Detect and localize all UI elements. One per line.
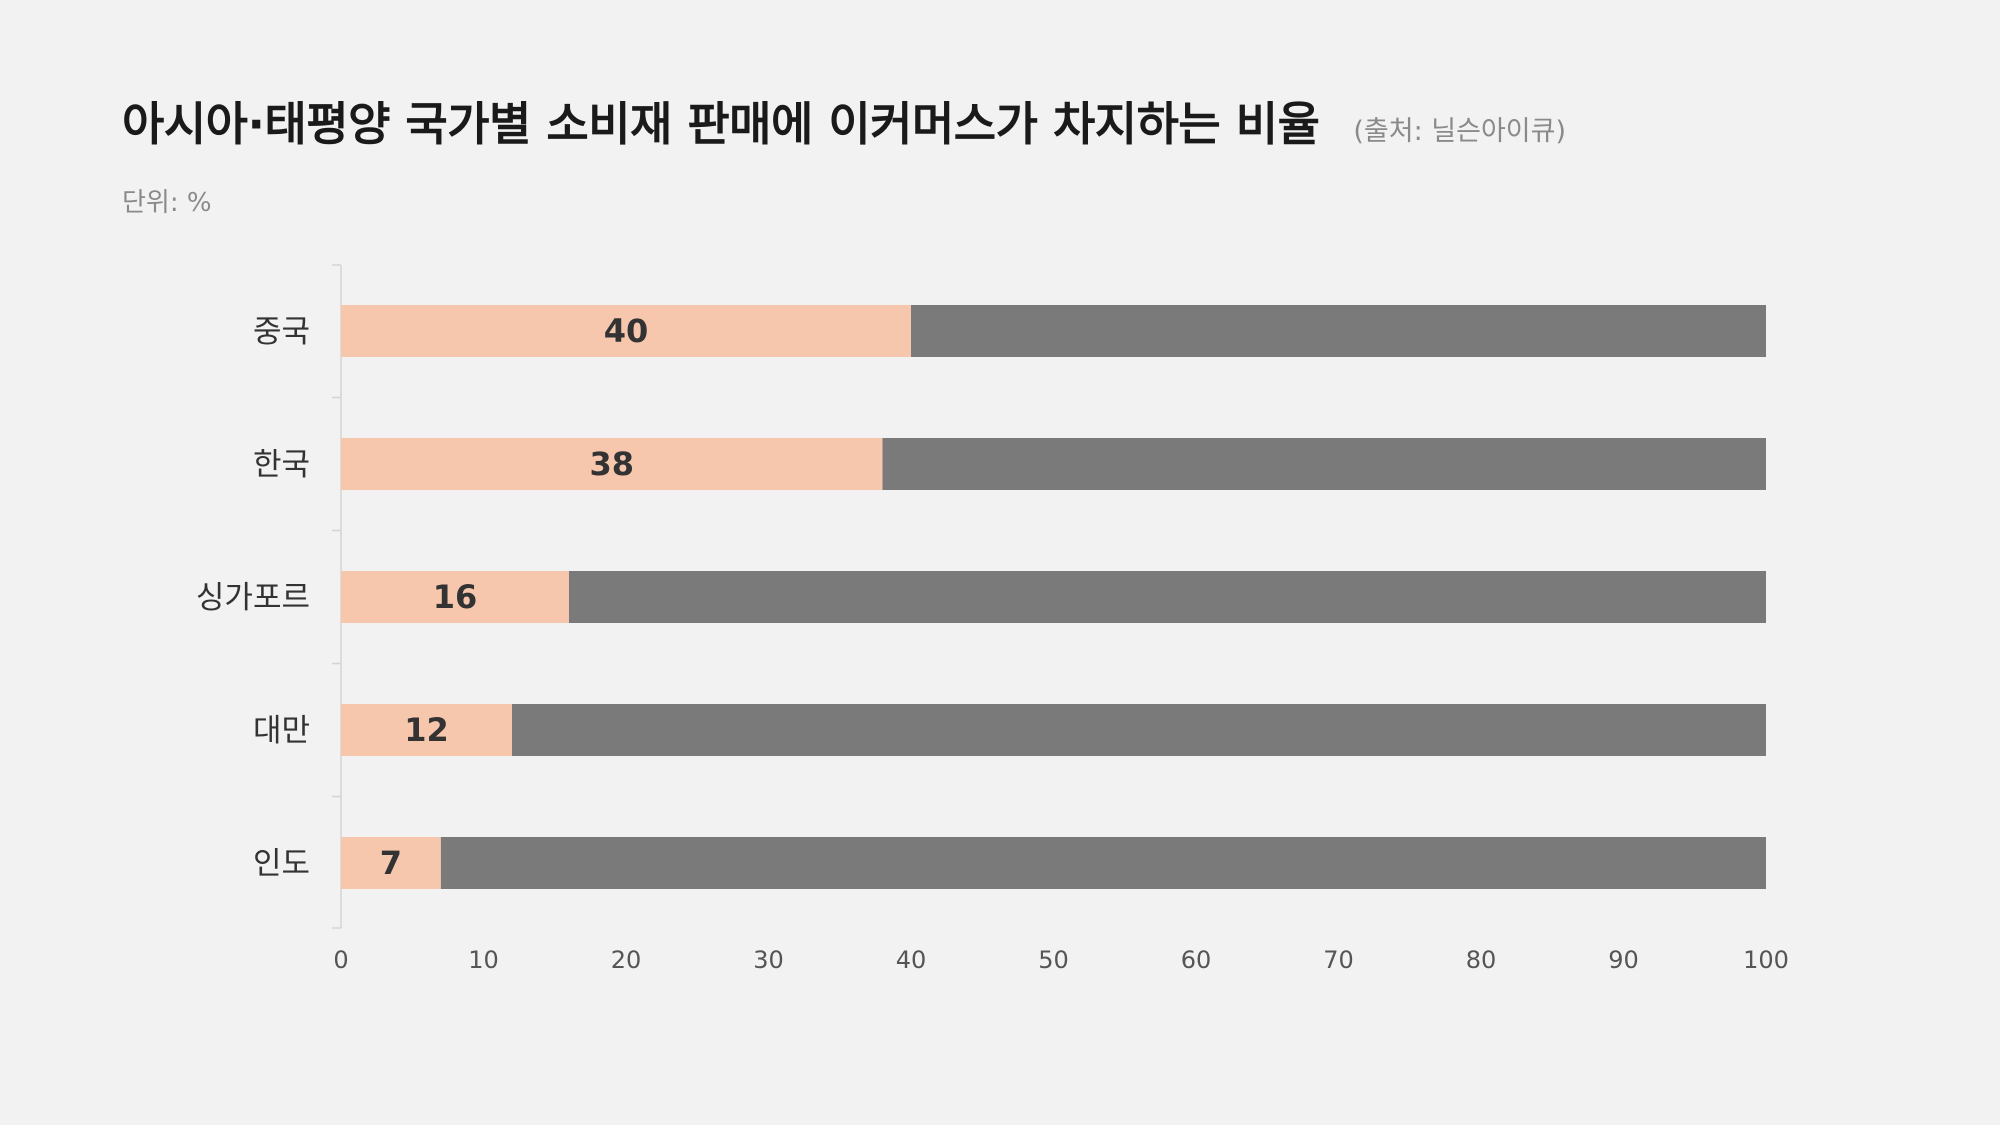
bar-value-label: 38: [589, 445, 634, 483]
bar-value: [341, 837, 441, 889]
x-tick-label: 90: [1608, 946, 1639, 974]
x-tick-label: 10: [468, 946, 499, 974]
bar-remainder: [440, 837, 1766, 889]
bar-value-label: 7: [380, 844, 402, 882]
category-label: 싱가포르: [196, 580, 310, 616]
x-tick-label: 100: [1743, 946, 1789, 974]
unit-label: 단위: %: [122, 188, 212, 218]
bar-value: [341, 704, 512, 756]
bar-value: [341, 438, 883, 490]
bar-remainder: [569, 571, 1766, 623]
bar-value-label: 40: [604, 312, 649, 350]
bar-remainder: [882, 438, 1766, 490]
x-tick-label: 0: [333, 946, 348, 974]
category-label: 대만: [253, 713, 310, 749]
category-label: 인도: [253, 846, 310, 882]
chart-title: 아시아·태평양 국가별 소비재 판매에 이커머스가 차지하는 비율: [122, 97, 1320, 151]
bar-value-label: 16: [433, 578, 478, 616]
category-label: 중국: [253, 314, 310, 350]
x-tick-label: 50: [1038, 946, 1069, 974]
bar-value: [341, 571, 569, 623]
x-tick-label: 20: [611, 946, 642, 974]
x-tick-label: 40: [896, 946, 927, 974]
bar-remainder: [911, 305, 1766, 357]
x-tick-label: 70: [1323, 946, 1354, 974]
x-tick-label: 60: [1181, 946, 1212, 974]
x-tick-label: 30: [753, 946, 784, 974]
bar-value-label: 12: [404, 711, 449, 749]
title-row: 아시아·태평양 국가별 소비재 판매에 이커머스가 차지하는 비율 (출처: 닐…: [122, 88, 1566, 154]
category-label: 한국: [253, 447, 310, 483]
chart-source: (출처: 닐슨아이큐): [1353, 116, 1567, 147]
bar-remainder: [512, 704, 1766, 756]
bar-value: [341, 305, 911, 357]
x-tick-label: 80: [1466, 946, 1497, 974]
